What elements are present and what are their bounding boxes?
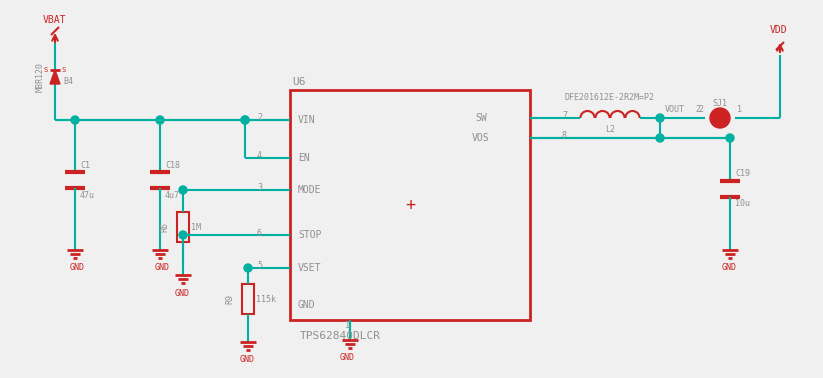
Text: 4u7: 4u7 — [165, 191, 180, 200]
Text: GND: GND — [240, 355, 255, 364]
Text: VIN: VIN — [298, 115, 316, 125]
Text: GND: GND — [340, 353, 355, 363]
Text: 8: 8 — [562, 132, 567, 141]
Text: GND: GND — [298, 300, 316, 310]
Polygon shape — [50, 70, 60, 84]
Text: 1: 1 — [737, 105, 742, 115]
Circle shape — [241, 116, 249, 124]
Text: GND: GND — [70, 263, 85, 273]
Text: SW: SW — [475, 113, 486, 123]
Text: EN: EN — [298, 153, 309, 163]
Text: S: S — [62, 67, 66, 73]
Text: VOS: VOS — [472, 133, 490, 143]
Text: VBAT: VBAT — [43, 15, 67, 25]
Text: U6: U6 — [292, 77, 305, 87]
Circle shape — [656, 114, 664, 122]
Text: B4: B4 — [63, 77, 73, 87]
Text: SJ1: SJ1 — [712, 99, 727, 107]
Text: C19: C19 — [735, 169, 750, 178]
Text: 5: 5 — [257, 262, 262, 271]
Text: MODE: MODE — [298, 185, 322, 195]
Circle shape — [241, 116, 249, 124]
Text: L2: L2 — [605, 125, 615, 135]
Text: R9: R9 — [226, 294, 235, 304]
Text: 1: 1 — [345, 322, 350, 330]
Circle shape — [656, 134, 664, 142]
Text: 2: 2 — [257, 113, 262, 122]
Text: C18: C18 — [165, 161, 180, 169]
Bar — [242, 284, 254, 314]
Bar — [177, 212, 189, 242]
Circle shape — [244, 264, 252, 272]
Text: 10u: 10u — [735, 200, 750, 209]
Text: VSET: VSET — [298, 263, 322, 273]
Text: GND: GND — [722, 263, 737, 273]
Text: VDD: VDD — [770, 25, 788, 35]
Text: GND: GND — [175, 288, 190, 297]
Text: 1M: 1M — [191, 223, 201, 231]
Text: R6: R6 — [160, 222, 170, 232]
Text: 47u: 47u — [80, 191, 95, 200]
Text: 2: 2 — [695, 105, 700, 115]
Circle shape — [726, 134, 734, 142]
Text: 3: 3 — [257, 183, 262, 192]
Text: C1: C1 — [80, 161, 90, 169]
Text: 115k: 115k — [256, 294, 276, 304]
Text: S: S — [44, 67, 48, 73]
Text: VOUT: VOUT — [665, 105, 685, 115]
Text: GND: GND — [155, 263, 170, 273]
Text: 7: 7 — [562, 112, 567, 121]
Circle shape — [179, 186, 187, 194]
Circle shape — [179, 231, 187, 239]
Text: MBR120: MBR120 — [35, 62, 44, 92]
Text: STOP: STOP — [298, 230, 322, 240]
Text: DFE201612E-2R2M=P2: DFE201612E-2R2M=P2 — [565, 93, 655, 102]
Text: 6: 6 — [257, 228, 262, 237]
Text: TPS62840DLCR: TPS62840DLCR — [300, 331, 381, 341]
Text: 4: 4 — [257, 152, 262, 161]
Bar — [290, 90, 530, 320]
Circle shape — [710, 108, 730, 128]
Circle shape — [71, 116, 79, 124]
Circle shape — [156, 116, 164, 124]
Text: 2: 2 — [698, 105, 703, 115]
Text: +: + — [405, 196, 415, 214]
